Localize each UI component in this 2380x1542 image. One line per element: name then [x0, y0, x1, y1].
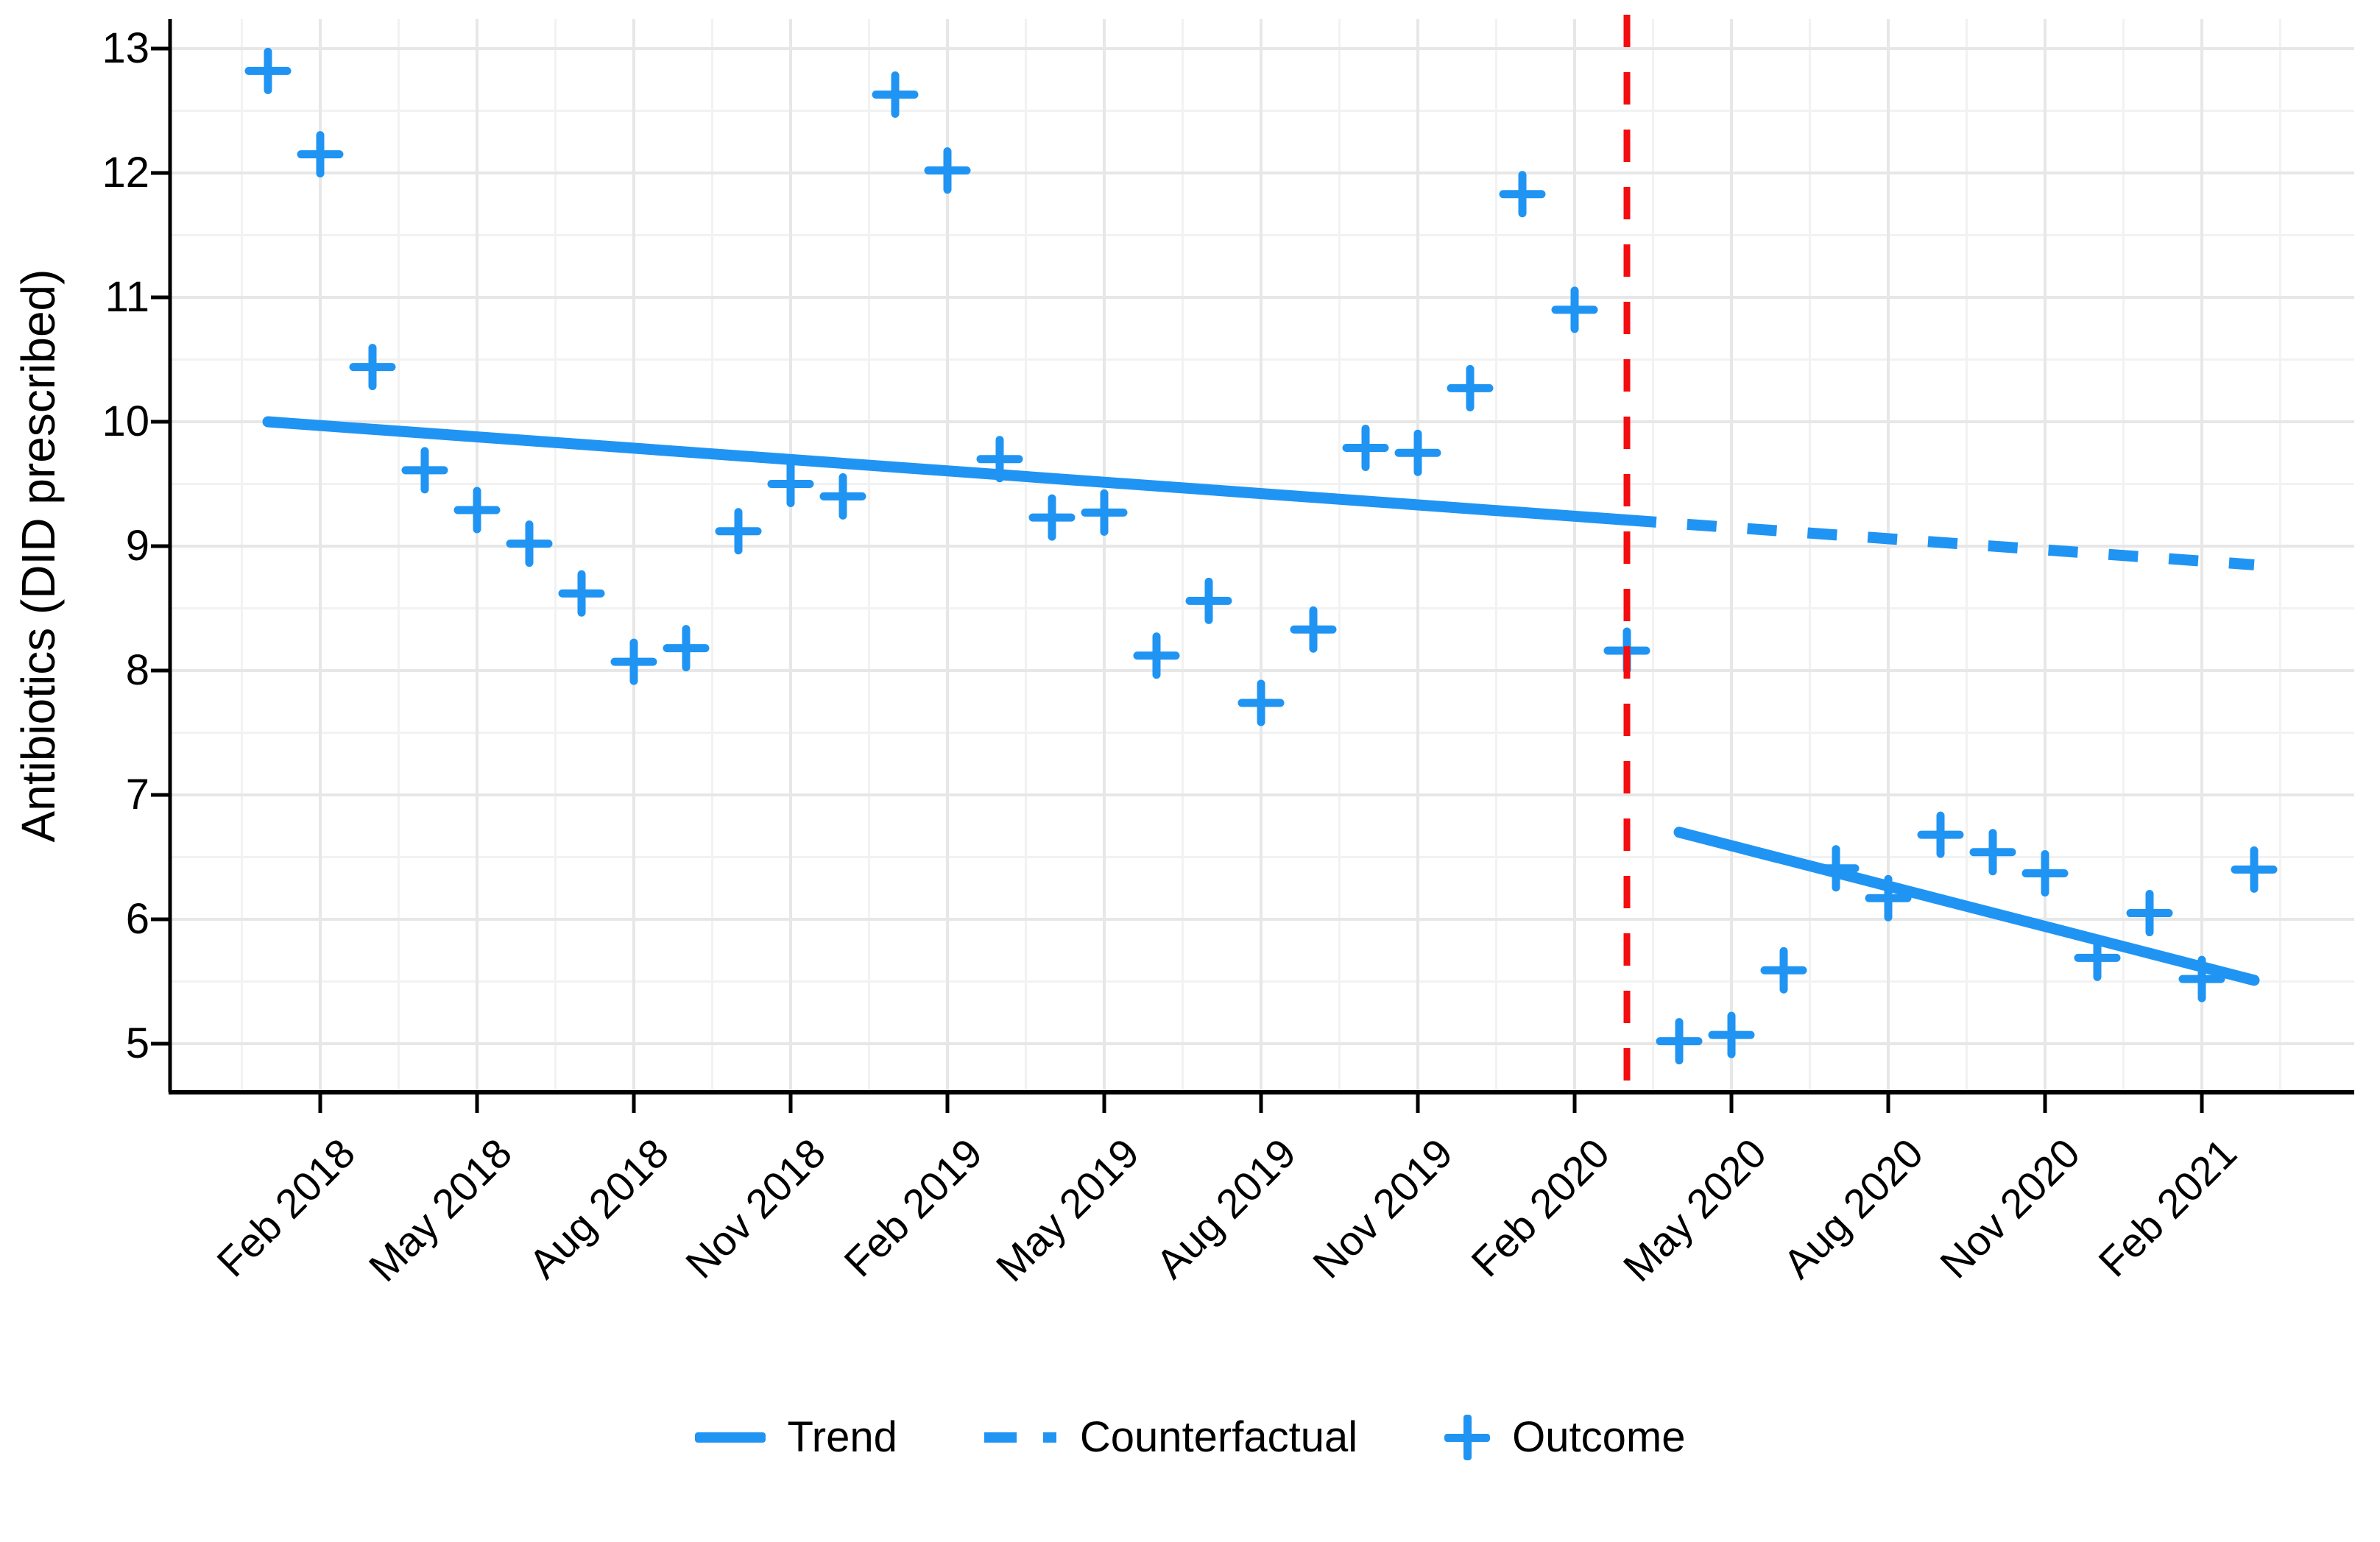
legend-item-trend: Trend: [694, 1413, 897, 1461]
trend-line-post: [1673, 827, 2260, 986]
legend: Trend Counterfactual Outcome: [0, 1415, 2380, 1460]
legend-label-outcome: Outcome: [1512, 1413, 1686, 1461]
counterfactual-line: [1626, 514, 2255, 570]
y-tick-label: 10: [102, 397, 149, 445]
y-tick-label: 8: [125, 646, 149, 694]
trend-line-pre: [262, 416, 1633, 526]
y-tick-label: 11: [105, 273, 149, 321]
y-tick-label: 9: [125, 522, 149, 570]
legend-item-counterfactual: Counterfactual: [984, 1415, 1357, 1460]
y-tick-label: 12: [102, 149, 149, 197]
legend-label-counterfactual: Counterfactual: [1079, 1413, 1358, 1461]
legend-label-trend: Trend: [787, 1413, 897, 1461]
y-tick-label: 6: [125, 895, 149, 943]
counterfactual-line-swatch: [984, 1432, 1058, 1443]
y-tick-label: 5: [125, 1019, 149, 1067]
y-tick-label: 13: [102, 24, 149, 72]
trend-line-swatch: [694, 1432, 766, 1443]
legend-item-outcome: Outcome: [1444, 1415, 1685, 1460]
y-tick-label: 7: [125, 771, 149, 818]
plus-marker-swatch: [1444, 1415, 1491, 1460]
